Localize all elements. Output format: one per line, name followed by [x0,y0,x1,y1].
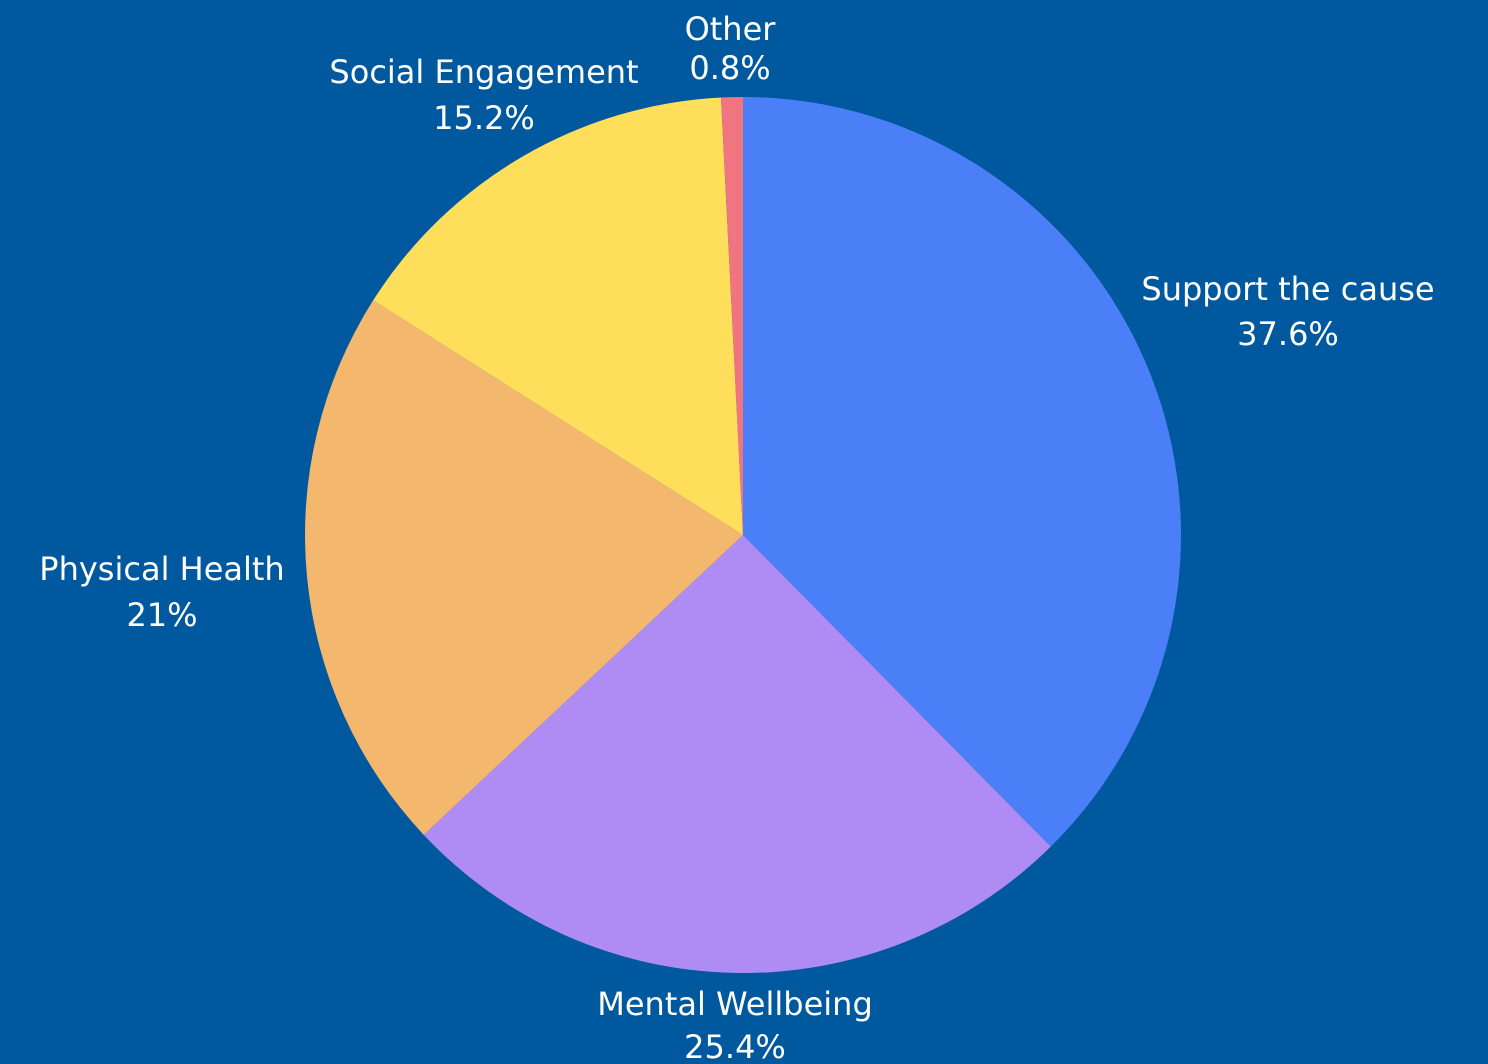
pie-slices [304,96,1181,973]
slice-other [720,96,743,535]
label-mental-wellbeing: Mental Wellbeing 25.4% [597,985,873,1064]
label-physical-health: Physical Health 21% [39,550,284,634]
slice-support-the-cause [743,97,1181,847]
label-other: Other 0.8% [685,10,777,87]
label-support-the-cause-name: Support the cause [1141,270,1434,308]
pie-labels: Support the cause 37.6% Mental Wellbeing… [39,10,1434,1064]
label-other-name: Other [685,10,777,48]
slice-mental-wellbeing [423,535,1051,973]
label-physical-health-name: Physical Health [39,550,284,588]
label-physical-health-value: 21% [126,596,197,634]
label-support-the-cause: Support the cause 37.6% [1141,270,1434,353]
label-mental-wellbeing-value: 25.4% [684,1028,786,1064]
label-social-engagement: Social Engagement 15.2% [329,53,638,137]
label-other-value: 0.8% [689,49,770,87]
label-support-the-cause-value: 37.6% [1237,315,1339,353]
slice-social-engagement [373,97,743,536]
label-mental-wellbeing-name: Mental Wellbeing [597,985,873,1023]
slice-physical-health [304,300,743,835]
label-social-engagement-value: 15.2% [433,99,535,137]
label-social-engagement-name: Social Engagement [329,53,638,91]
